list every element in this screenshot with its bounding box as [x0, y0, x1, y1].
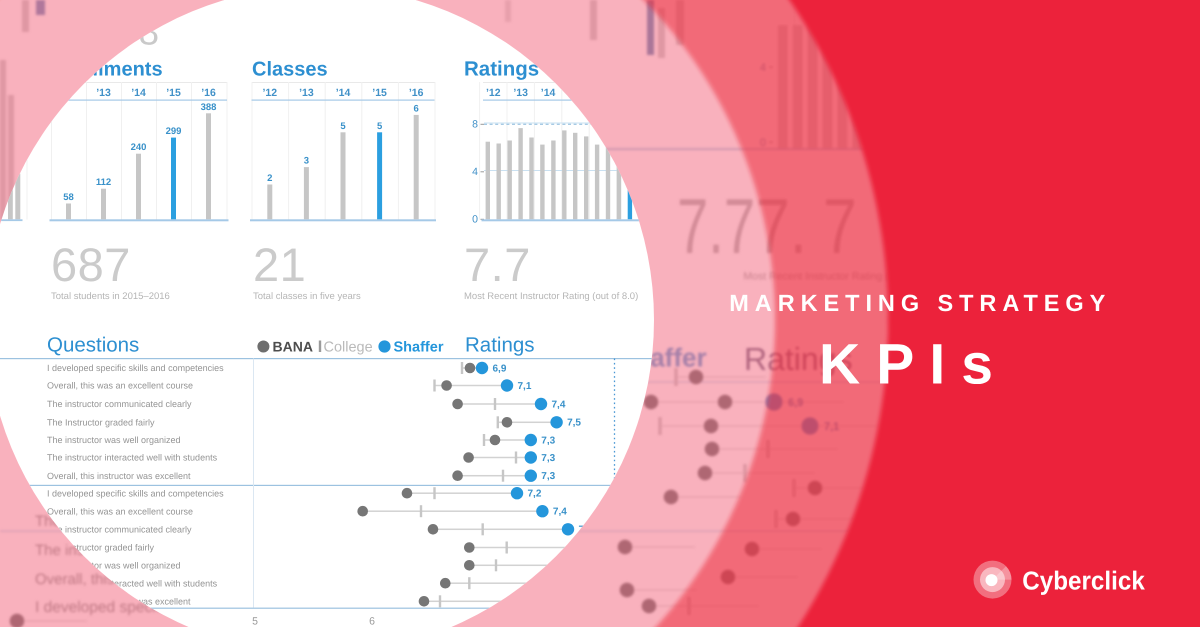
svg-text:’13: ’13: [299, 87, 314, 99]
svg-text:’12: ’12: [262, 87, 277, 99]
svg-text:Overall, this was an excellent: Overall, this was an excellent course: [47, 381, 193, 391]
svg-text:7,5: 7,5: [567, 418, 581, 429]
svg-text:’13: ’13: [513, 87, 528, 99]
svg-text:6,9: 6,9: [493, 363, 507, 374]
svg-text:Ratings: Ratings: [464, 58, 539, 81]
svg-text:K P I s: K P I s: [819, 333, 1001, 397]
svg-text:5: 5: [252, 616, 258, 627]
svg-text:Shaffer: Shaffer: [394, 340, 444, 356]
svg-text:I developed specific skills an: I developed specific skills and competen…: [47, 363, 224, 373]
svg-text:’13: ’13: [96, 87, 111, 99]
svg-text:College: College: [324, 340, 373, 356]
svg-text:6: 6: [369, 616, 375, 627]
svg-text:The instructor was well organi: The instructor was well organized: [47, 561, 181, 571]
svg-text:The instructor graded fairly: The instructor graded fairly: [47, 543, 155, 553]
svg-text:0: 0: [472, 213, 478, 225]
svg-text:The instructor interacted well: The instructor interacted well with stud…: [47, 453, 218, 463]
svg-text:’14: ’14: [541, 87, 556, 99]
svg-text:’14: ’14: [131, 87, 146, 99]
svg-text:6: 6: [414, 103, 419, 114]
svg-text:7.7: 7.7: [464, 238, 531, 291]
svg-text:7,2: 7,2: [528, 489, 542, 500]
svg-text:299: 299: [166, 126, 182, 137]
svg-text:7,4: 7,4: [552, 399, 566, 410]
svg-text:7,3: 7,3: [541, 435, 555, 446]
svg-text:The instructor was well organi: The instructor was well organized: [47, 435, 181, 445]
svg-text:The instructor communicated cl: The instructor communicated clearly: [47, 525, 192, 535]
svg-text:8: 8: [472, 118, 478, 130]
svg-text:Ratings: Ratings: [465, 334, 535, 357]
svg-text:5: 5: [377, 121, 383, 132]
svg-text:’15: ’15: [372, 87, 387, 99]
svg-text:BANA: BANA: [273, 339, 313, 355]
svg-text:7,4: 7,4: [553, 507, 567, 518]
svg-text:Cyberclick: Cyberclick: [1022, 565, 1145, 595]
svg-text:’15: ’15: [166, 87, 181, 99]
svg-text:Overall, this was an excellent: Overall, this was an excellent course: [47, 506, 193, 516]
svg-text:687: 687: [51, 238, 131, 291]
svg-text:21: 21: [253, 238, 306, 291]
svg-text:5: 5: [340, 121, 346, 132]
svg-text:Total students in 2015–2016: Total students in 2015–2016: [51, 291, 170, 302]
svg-text:3: 3: [304, 156, 309, 167]
svg-text:2: 2: [267, 173, 272, 184]
svg-text:’16: ’16: [409, 87, 424, 99]
svg-text:7,3: 7,3: [541, 453, 555, 464]
svg-text:’12: ’12: [486, 87, 501, 99]
svg-text:240: 240: [131, 142, 147, 153]
svg-text:’16: ’16: [201, 87, 216, 99]
svg-text:4: 4: [472, 166, 478, 178]
svg-text:Overall, this instructor was e: Overall, this instructor was excellent: [47, 471, 191, 481]
svg-text:7,1: 7,1: [518, 381, 532, 392]
svg-text:I developed specific skills an: I developed specific skills and competen…: [47, 488, 224, 498]
svg-text:’14: ’14: [336, 87, 351, 99]
svg-text:58: 58: [63, 192, 74, 203]
svg-text:388: 388: [201, 102, 217, 113]
svg-text:The Instructor graded fairly: The Instructor graded fairly: [47, 418, 155, 428]
svg-text:7,3: 7,3: [541, 471, 555, 482]
svg-text:Questions: Questions: [47, 334, 139, 357]
svg-text:Classes: Classes: [252, 59, 328, 81]
svg-text:The instructor communicated cl: The instructor communicated clearly: [47, 399, 192, 409]
svg-text:Most Recent Instructor Rating: Most Recent Instructor Rating (out of 8.…: [464, 291, 638, 302]
svg-text:MARKETING STRATEGY: MARKETING STRATEGY: [729, 290, 1111, 316]
svg-text:The instructor interacted well: The instructor interacted well with stud…: [47, 578, 218, 588]
svg-text:112: 112: [96, 177, 111, 188]
svg-text:Total classes in five years: Total classes in five years: [253, 291, 361, 302]
